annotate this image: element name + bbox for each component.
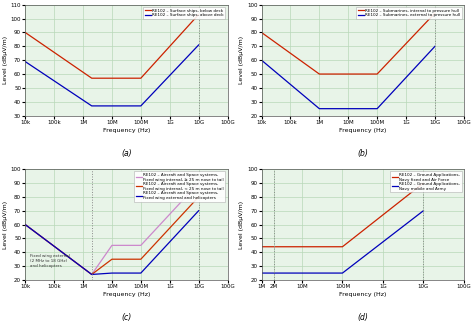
RE102 – Aircraft and Space systems,
Fixed wing external and helicopters [138,271,144,275]
RE102 – Aircraft and Space systems,
Fixed wing internal, ≥ 25 m nose to tail [196,181,201,185]
RE102 – Aircraft and Space systems,
Fixed wing internal, < 25 m nose to tail [89,273,95,276]
Line: RE102 – Submarines, external to pressure hull: RE102 – Submarines, external to pressure… [262,46,435,109]
Line: RE102 – Aircraft and Space systems,
Fixed wing internal, < 25 m nose to tail: RE102 – Aircraft and Space systems, Fixe… [25,197,199,274]
Y-axis label: Level (dBµV/m): Level (dBµV/m) [3,200,8,249]
RE102 – Aircraft and Space systems,
Fixed wing internal, < 25 m nose to tail [109,257,115,261]
RE102 – Aircraft and Space systems,
Fixed wing internal, ≥ 25 m nose to tail [89,273,95,276]
RE102 – Surface ships, above deck [22,60,28,64]
RE102 – Ground Applications,
Navy mobile and Army [339,271,345,275]
RE102 – Submarines, internal to pressure hull [259,31,264,35]
Line: RE102 – Submarines, internal to pressure hull: RE102 – Submarines, internal to pressure… [262,13,435,74]
X-axis label: Frequency (Hz): Frequency (Hz) [339,127,386,133]
RE102 – Surface ships, below deck [89,76,95,80]
RE102 – Aircraft and Space systems,
Fixed wing internal, < 25 m nose to tail [138,257,144,261]
X-axis label: Frequency (Hz): Frequency (Hz) [103,127,150,133]
RE102 – Submarines, external to pressure hull [259,58,264,62]
RE102 – Aircraft and Space systems,
Fixed wing internal, ≥ 25 m nose to tail [109,244,115,247]
Y-axis label: Level (dBµV/m): Level (dBµV/m) [239,200,244,249]
Text: (c): (c) [121,313,131,322]
RE102 – Aircraft and Space systems,
Fixed wing internal, < 25 m nose to tail [22,223,28,227]
RE102 – Ground Applications,
Navy fixed and Air Force [271,245,276,249]
Y-axis label: Level (dBµV/m): Level (dBµV/m) [3,36,8,84]
RE102 – Aircraft and Space systems,
Fixed wing internal, ≥ 25 m nose to tail [138,244,144,247]
RE102 – Aircraft and Space systems,
Fixed wing internal, < 25 m nose to tail [196,195,201,199]
RE102 – Submarines, external to pressure hull [374,107,380,111]
RE102 – Aircraft and Space systems,
Fixed wing external and helicopters [89,273,95,276]
RE102 – Aircraft and Space systems,
Fixed wing external and helicopters [109,271,115,275]
Line: RE102 – Surface ships, above deck: RE102 – Surface ships, above deck [25,45,199,106]
Legend: RE102 – Submarines, internal to pressure hull, RE102 – Submarines, external to p: RE102 – Submarines, internal to pressure… [356,7,462,19]
RE102 – Submarines, internal to pressure hull [346,72,351,76]
Line: RE102 – Aircraft and Space systems,
Fixed wing internal, ≥ 25 m nose to tail: RE102 – Aircraft and Space systems, Fixe… [25,183,199,274]
RE102 – Surface ships, above deck [138,104,144,108]
Text: (a): (a) [121,149,132,158]
Text: Fixed wing external
(2 MHz to 18 GHz)
and helicopters: Fixed wing external (2 MHz to 18 GHz) an… [30,254,70,268]
RE102 – Aircraft and Space systems,
Fixed wing external and helicopters [196,209,201,213]
RE102 – Surface ships, above deck [89,104,95,108]
RE102 – Submarines, internal to pressure hull [432,11,438,15]
Line: RE102 – Surface ships, below deck: RE102 – Surface ships, below deck [25,14,199,78]
RE102 – Ground Applications,
Navy fixed and Air Force [339,245,345,249]
Legend: RE102 – Aircraft and Space systems,
Fixed wing internal, ≥ 25 m nose to tail, RE: RE102 – Aircraft and Space systems, Fixe… [134,171,226,202]
RE102 – Ground Applications,
Navy fixed and Air Force [259,245,264,249]
Legend: RE102 – Ground Applications,
Navy fixed and Air Force, RE102 – Ground Applicatio: RE102 – Ground Applications, Navy fixed … [390,171,462,192]
Legend: RE102 – Surface ships, below deck, RE102 – Surface ships, above deck: RE102 – Surface ships, below deck, RE102… [143,7,226,19]
X-axis label: Frequency (Hz): Frequency (Hz) [339,292,386,297]
Text: (d): (d) [357,313,368,322]
RE102 – Ground Applications,
Navy fixed and Air Force [420,181,426,185]
RE102 – Surface ships, below deck [22,31,28,35]
RE102 – Submarines, external to pressure hull [330,107,336,111]
RE102 – Ground Applications,
Navy mobile and Army [259,271,264,275]
RE102 – Surface ships, below deck [138,76,144,80]
RE102 – Submarines, external to pressure hull [317,107,322,111]
RE102 – Aircraft and Space systems,
Fixed wing internal, ≥ 25 m nose to tail [22,223,28,227]
RE102 – Submarines, internal to pressure hull [317,72,322,76]
RE102 – Ground Applications,
Navy mobile and Army [271,271,276,275]
Line: RE102 – Ground Applications,
Navy mobile and Army: RE102 – Ground Applications, Navy mobile… [262,211,423,273]
RE102 – Surface ships, below deck [196,12,201,16]
Y-axis label: Level (dBµV/m): Level (dBµV/m) [239,36,244,84]
RE102 – Submarines, external to pressure hull [432,44,438,48]
RE102 – Ground Applications,
Navy mobile and Army [420,209,426,213]
Line: RE102 – Aircraft and Space systems,
Fixed wing external and helicopters: RE102 – Aircraft and Space systems, Fixe… [25,211,199,274]
RE102 – Aircraft and Space systems,
Fixed wing external and helicopters [22,223,28,227]
Line: RE102 – Ground Applications,
Navy fixed and Air Force: RE102 – Ground Applications, Navy fixed … [262,183,423,247]
Text: (b): (b) [357,149,368,158]
RE102 – Surface ships, above deck [196,43,201,47]
RE102 – Submarines, internal to pressure hull [374,72,380,76]
X-axis label: Frequency (Hz): Frequency (Hz) [103,292,150,297]
